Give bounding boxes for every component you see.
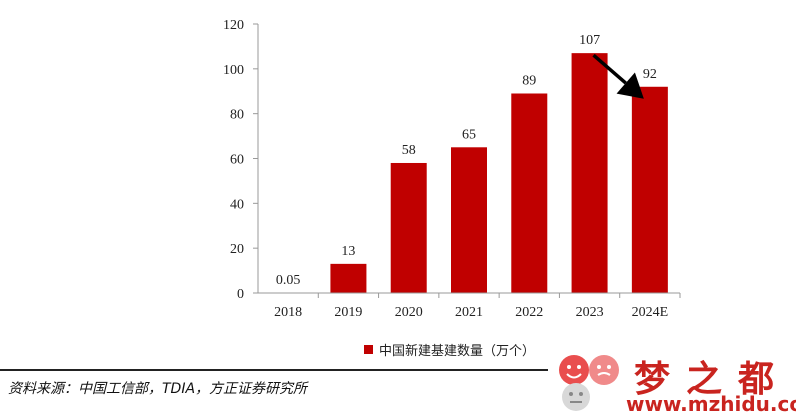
legend: 中国新建基建数量（万个） [364, 340, 535, 359]
x-axis-ticks: 2018 2019 2020 2021 2022 2023 2024E [274, 293, 681, 320]
bar-chart: 0 20 40 60 80 100 120 2018 2019 2020 2021 2022 2023… [223, 18, 681, 320]
bar [571, 53, 608, 294]
y-tick-label: 20 [230, 242, 244, 257]
watermark: 梦之都 www.mzhidu.com [556, 350, 796, 416]
watermark-url: www.mzhidu.com [626, 392, 796, 416]
bar [631, 86, 668, 294]
x-tick-label: 2023 [576, 305, 604, 320]
x-tick-label: 2022 [515, 305, 543, 320]
x-tick-label: 2024E [632, 305, 669, 320]
x-tick-label: 2018 [274, 305, 302, 320]
data-labels: 0.05 13 58 65 89 107 92 [276, 33, 657, 288]
arrow-shaft [592, 53, 627, 85]
y-tick-label: 60 [230, 153, 244, 168]
watermark-title: 梦之都 [634, 359, 791, 400]
y-tick-label: 100 [223, 63, 244, 78]
y-tick-label: 120 [223, 18, 244, 33]
bar [390, 162, 427, 293]
data-label: 0.05 [276, 273, 301, 288]
y-tick-label: 80 [230, 108, 244, 123]
bar [451, 147, 487, 293]
data-label: 13 [341, 244, 355, 259]
data-label: 92 [643, 67, 657, 82]
source-note: 资料来源：中国工信部，TDIA，方正证券研究所 [8, 381, 308, 397]
bar [511, 93, 548, 293]
y-tick-label: 0 [237, 287, 244, 302]
data-label: 89 [522, 73, 536, 88]
bars [270, 53, 668, 294]
bar [330, 263, 367, 293]
x-tick-label: 2021 [455, 305, 483, 320]
trend-arrow [592, 53, 644, 99]
arrow-head [616, 72, 644, 99]
x-tick-label: 2020 [395, 305, 423, 320]
legend-swatch [364, 345, 373, 354]
data-label: 65 [462, 127, 476, 142]
data-label: 58 [402, 143, 416, 158]
y-axis-ticks: 0 20 40 60 80 100 120 [223, 18, 258, 302]
y-tick-label: 40 [230, 197, 244, 212]
watermark-logo-icon [559, 355, 619, 411]
data-label: 107 [579, 33, 600, 48]
source-divider [0, 369, 548, 371]
x-tick-label: 2019 [334, 305, 362, 320]
legend-label: 中国新建基建数量（万个） [379, 344, 536, 359]
